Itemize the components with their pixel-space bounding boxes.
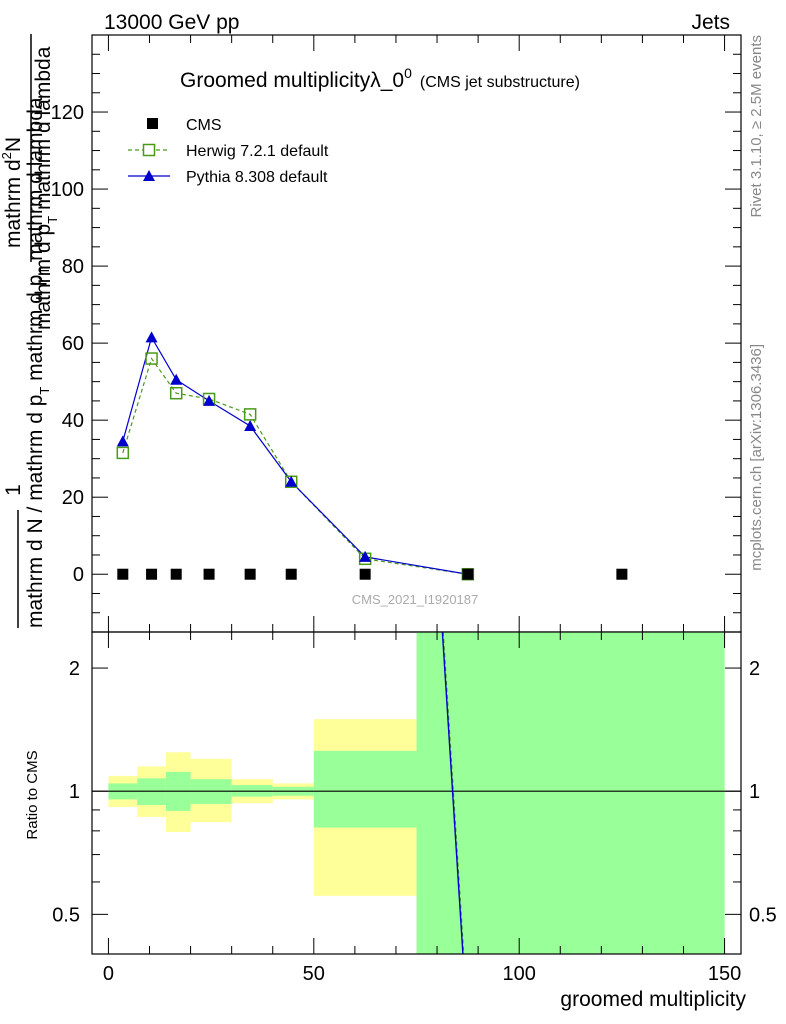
ratio-y-tick-label: 2 bbox=[69, 658, 80, 680]
chart-title: Groomed multiplicityλ_00(CMS jet substru… bbox=[180, 65, 580, 92]
x-tick-label: 150 bbox=[708, 963, 741, 985]
y-tick-label: 40 bbox=[62, 410, 84, 432]
ratio-panel: 0.5 0.5 1 1 2 2 0 50 100 150 Ratio to CMS groomed… bbox=[24, 631, 777, 1011]
y-tick-label: 80 bbox=[62, 256, 84, 278]
herwig-point bbox=[145, 352, 158, 365]
legend-herwig-marker bbox=[142, 143, 156, 157]
cms-point bbox=[285, 568, 297, 580]
pythia-point bbox=[285, 475, 298, 487]
cms-point bbox=[146, 568, 158, 580]
legend: CMS Herwig 7.2.1 default Pythia 8.308 de… bbox=[128, 117, 329, 186]
ylabel-bottom: mathrm d N / mathrm d pT mathrm d pT mat… bbox=[24, 97, 52, 628]
legend-pythia-label: Pythia 8.308 default bbox=[186, 169, 328, 186]
x-axis-label: groomed multiplicity bbox=[560, 988, 746, 1011]
main-y-ticks: 0 20 40 60 80 100 120 bbox=[51, 35, 741, 632]
cms-point bbox=[117, 568, 129, 580]
x-tick-label: 50 bbox=[303, 963, 325, 985]
x-tick-label: 0 bbox=[103, 963, 114, 985]
ylabel-numerator: mathrm d2N bbox=[0, 137, 25, 248]
y-tick-label: 100 bbox=[51, 179, 84, 201]
herwig-point bbox=[116, 446, 130, 460]
cms-point bbox=[462, 568, 474, 580]
ratio-y-tick-label-right: 1 bbox=[749, 781, 760, 803]
herwig-line bbox=[122, 357, 468, 575]
ratio-y-tick-label: 0.5 bbox=[52, 904, 80, 926]
legend-pythia-marker bbox=[143, 170, 155, 181]
ylabel-top: 1 bbox=[2, 484, 25, 496]
ratio-y-tick-label-right: 2 bbox=[749, 658, 760, 680]
pythia-point bbox=[359, 550, 372, 562]
pythia-point bbox=[116, 435, 129, 447]
main-data bbox=[116, 331, 628, 581]
y-tick-label: 120 bbox=[51, 102, 84, 124]
y-tick-label: 0 bbox=[73, 564, 84, 586]
legend-cms-marker bbox=[147, 118, 158, 129]
ratio-frame bbox=[91, 631, 742, 955]
x-tick-label: 100 bbox=[503, 963, 536, 985]
pythia-point bbox=[145, 331, 158, 343]
legend-cms-label: CMS bbox=[186, 117, 222, 134]
rivet-label: Rivet 3.1.10, ≥ 2.5M events bbox=[748, 35, 765, 218]
ratio-band-inner bbox=[416, 632, 725, 954]
ratio-band-inner bbox=[313, 750, 417, 828]
legend-herwig-label: Herwig 7.2.1 default bbox=[186, 143, 329, 160]
pythia-line bbox=[122, 335, 468, 575]
analysis-watermark: CMS_2021_I1920187 bbox=[352, 592, 479, 607]
ratio-data bbox=[92, 631, 741, 955]
cms-point bbox=[616, 568, 628, 580]
cms-point bbox=[244, 568, 256, 580]
cms-point bbox=[359, 568, 371, 580]
main-panel: 0 20 40 60 80 100 120 CMS_2021_I1920187 Groome… bbox=[51, 34, 742, 633]
main-y-axis-label: 1 mathrm d2N mathrm d pT mathrm d lambda… bbox=[0, 34, 60, 628]
cms-point bbox=[170, 568, 182, 580]
cms-point bbox=[203, 568, 215, 580]
herwig-point bbox=[243, 408, 257, 421]
header-right: Jets bbox=[691, 11, 730, 34]
mcplots-label: mcplots.cern.ch [arXiv:1306.3436] bbox=[748, 344, 765, 571]
ratio-y-tick-label-right: 0.5 bbox=[749, 904, 777, 926]
pythia-point bbox=[244, 419, 257, 431]
ratio-herwig-line bbox=[442, 631, 465, 955]
herwig-point bbox=[169, 386, 183, 400]
y-tick-label: 20 bbox=[62, 487, 84, 509]
ratio-y-tick-label: 1 bbox=[69, 781, 80, 803]
ratio-ticks: 0.5 0.5 1 1 2 2 0 50 100 150 bbox=[52, 632, 777, 985]
ratio-y-label: Ratio to CMS bbox=[24, 750, 41, 839]
header-left: 13000 GeV pp bbox=[104, 11, 239, 34]
pythia-point bbox=[170, 373, 183, 385]
pythia-point bbox=[203, 394, 216, 406]
y-tick-label: 60 bbox=[62, 333, 84, 355]
ylabel-denominator: mathrm d pT mathrm d lambda bbox=[32, 46, 60, 330]
ratio-pythia-line bbox=[441, 631, 464, 955]
ratio-bands bbox=[108, 632, 725, 954]
